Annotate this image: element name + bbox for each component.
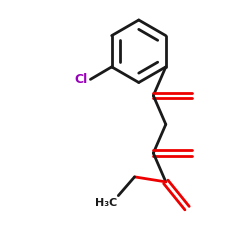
Text: H₃C: H₃C [95, 198, 117, 207]
Text: Cl: Cl [75, 73, 88, 86]
